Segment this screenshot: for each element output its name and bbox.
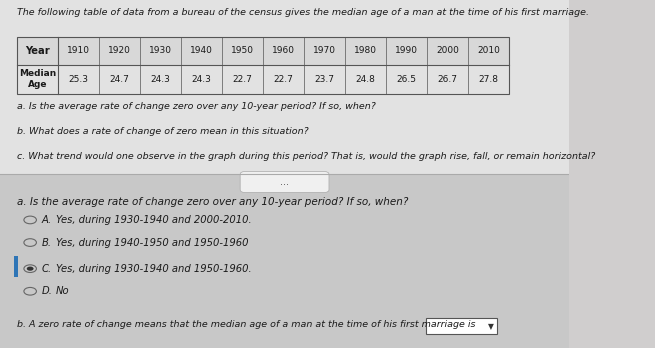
Text: 1970: 1970: [313, 46, 336, 55]
Text: c. What trend would one observe in the graph during this period? That is, would : c. What trend would one observe in the g…: [17, 152, 595, 161]
Text: 1920: 1920: [108, 46, 131, 55]
Text: 25.3: 25.3: [69, 75, 88, 84]
Text: b. A zero rate of change means that the median age of a man at the time of his f: b. A zero rate of change means that the …: [17, 320, 476, 329]
FancyBboxPatch shape: [240, 172, 329, 192]
Text: 26.5: 26.5: [396, 75, 417, 84]
Bar: [14, 256, 18, 277]
Text: 1980: 1980: [354, 46, 377, 55]
Text: 24.3: 24.3: [151, 75, 170, 84]
Text: 1950: 1950: [231, 46, 254, 55]
Text: 1960: 1960: [272, 46, 295, 55]
Text: A.: A.: [41, 215, 52, 225]
Text: Median
Age: Median Age: [19, 69, 56, 89]
Circle shape: [27, 267, 33, 271]
Text: Yes, during 1930-1940 and 1950-1960.: Yes, during 1930-1940 and 1950-1960.: [56, 264, 252, 274]
Text: The following table of data from a bureau of the census gives the median age of : The following table of data from a burea…: [17, 8, 589, 17]
Text: a. Is the average rate of change zero over any 10-year period? If so, when?: a. Is the average rate of change zero ov…: [17, 102, 376, 111]
Text: ▼: ▼: [488, 322, 494, 331]
FancyBboxPatch shape: [0, 0, 569, 174]
Text: 22.7: 22.7: [274, 75, 293, 84]
Text: C.: C.: [41, 264, 52, 274]
Bar: [17, 37, 509, 65]
Text: ...: ...: [280, 177, 289, 187]
Text: 22.7: 22.7: [233, 75, 252, 84]
Bar: [17, 37, 509, 94]
Text: 2010: 2010: [477, 46, 500, 55]
Text: 24.8: 24.8: [356, 75, 375, 84]
Text: B.: B.: [41, 238, 52, 247]
Text: 2000: 2000: [436, 46, 458, 55]
Text: Yes, during 1930-1940 and 2000-2010.: Yes, during 1930-1940 and 2000-2010.: [56, 215, 252, 225]
Text: 1940: 1940: [190, 46, 213, 55]
Text: 27.8: 27.8: [478, 75, 498, 84]
Text: D.: D.: [41, 286, 52, 296]
Text: 1910: 1910: [67, 46, 90, 55]
Text: Yes, during 1940-1950 and 1950-1960: Yes, during 1940-1950 and 1950-1960: [56, 238, 248, 247]
Text: 1930: 1930: [149, 46, 172, 55]
Text: 23.7: 23.7: [314, 75, 335, 84]
Text: No: No: [56, 286, 69, 296]
Text: 26.7: 26.7: [438, 75, 457, 84]
Bar: [426, 318, 497, 334]
Text: b. What does a rate of change of zero mean in this situation?: b. What does a rate of change of zero me…: [17, 127, 309, 136]
Text: a. Is the average rate of change zero over any 10-year period? If so, when?: a. Is the average rate of change zero ov…: [17, 197, 409, 207]
Text: 24.3: 24.3: [191, 75, 212, 84]
Text: 24.7: 24.7: [109, 75, 130, 84]
FancyBboxPatch shape: [0, 174, 569, 348]
Text: 1990: 1990: [395, 46, 418, 55]
Text: Year: Year: [25, 46, 50, 56]
